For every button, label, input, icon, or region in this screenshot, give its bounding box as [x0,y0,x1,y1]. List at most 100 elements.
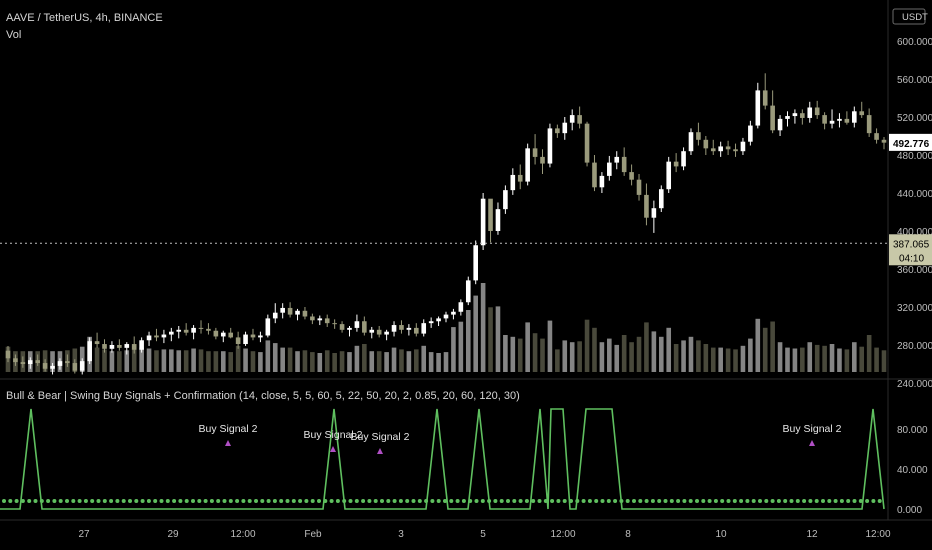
volume-bar [169,349,174,372]
indicator-dot [436,499,441,503]
volume-bar [451,327,456,372]
indicator-dot [83,499,88,503]
time-axis-label: 12:00 [865,529,890,540]
time-axis-label: 29 [167,529,179,540]
crosshair-price-label: 387.065 [893,239,930,250]
volume-legend-label[interactable]: Vol [6,29,22,41]
volume-bar [258,352,263,372]
candle-body [844,118,850,123]
buy-signal-label: Buy Signal 2 [304,429,363,441]
indicator-dot [71,499,76,503]
volume-bar [733,349,738,372]
volume-bar [614,344,620,372]
indicator-dot [776,499,781,503]
indicator-dot [480,499,485,503]
volume-bar [102,349,107,372]
candle-body [220,332,226,337]
candle-body [874,133,879,140]
volume-bar [428,352,434,372]
indicator-dot [449,499,454,503]
volume-bar [265,340,271,372]
indicator-dot [367,499,372,503]
volume-bar [636,336,642,372]
indicator-dot [14,499,19,503]
indicator-legend-title[interactable]: Bull & Bear | Swing Buy Signals + Confir… [6,390,520,402]
volume-bar [473,295,478,372]
candle-body [65,361,70,364]
indicator-dot [669,499,674,503]
volume-bar [822,345,827,372]
candle-body [428,321,434,324]
indicator-dot [254,499,258,503]
time-axis-label: 3 [398,529,404,540]
indicator-dot [707,499,712,503]
candle-body [829,120,835,124]
volume-bar [829,344,835,372]
indicator-dot [203,499,208,503]
indicator-dot [455,499,460,503]
time-axis-label: 12:00 [230,529,255,540]
volume-bar [584,319,590,372]
candle-body [725,146,731,150]
indicator-dot [606,499,611,503]
indicator-dot [411,499,416,503]
candle-body [131,344,137,350]
candle-body [599,175,605,188]
candle-body [718,146,723,152]
indicator-dot [165,499,170,503]
volume-bar [577,341,582,372]
indicator-dot [361,499,366,503]
candle-body [406,327,412,330]
symbol-title[interactable]: AAVE / TetherUS, 4h, BINANCE [6,12,163,24]
candle-body [480,198,486,246]
volume-bar [443,352,449,372]
volume-bar [510,336,516,372]
currency-badge[interactable] [892,8,926,25]
volume-bar [198,349,204,372]
indicator-dot [524,499,529,503]
indicator-dot [789,499,794,503]
indicator-dot [191,499,195,503]
price-axis-tick: 240.000 [897,379,932,390]
indicator-dot [386,499,391,503]
candle-body [436,318,441,322]
volume-bar [621,335,627,372]
volume-bar [800,347,805,372]
candle-body [636,179,642,195]
candle-body [280,307,285,313]
volume-bar [94,347,100,372]
indicator-dot [531,499,536,503]
volume-bar [852,342,857,372]
candle-body [621,156,627,173]
indicator-dot [197,499,202,503]
candle-body [443,314,449,319]
indicator-dot [688,499,693,503]
indicator-dot [871,499,876,503]
indicator-dot [461,499,466,503]
candle-body [399,325,404,330]
candle-body [50,365,55,369]
volume-bar [525,322,530,372]
price-axis-tick: 600.000 [897,37,932,48]
indicator-dot [594,499,599,503]
indicator-dot [562,499,567,503]
volume-bar [406,351,412,372]
candle-body [696,132,701,140]
indicator-dot [474,499,479,503]
currency-badge-label[interactable]: USDT [902,12,928,23]
volume-bar [465,310,471,372]
buy-signal-marker [330,446,336,452]
candle-body [154,335,159,338]
indicator-dot [808,499,813,503]
candle-body [35,360,40,364]
candle-body [57,361,63,366]
price-axis-tick: 480.000 [897,151,932,162]
candle-body [592,162,597,188]
price-axis-tick: 520.000 [897,113,932,124]
candle-body [102,344,107,349]
indicator-dot [783,499,788,503]
indicator-dot [512,499,517,503]
indicator-dot [732,499,737,503]
candle-body [465,280,471,303]
